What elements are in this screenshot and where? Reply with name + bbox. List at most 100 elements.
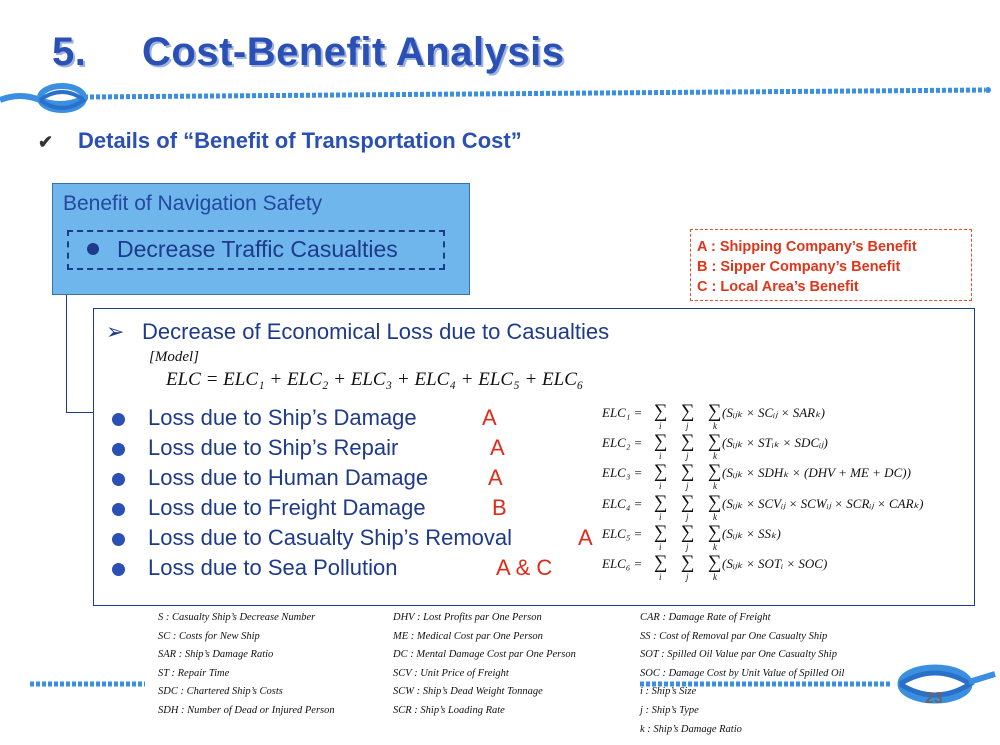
loss-label: Loss due to Ship’s Damage [148,405,417,430]
sum-index: k [713,511,717,522]
glossary-entry: SCR : Ship’s Loading Rate [393,704,505,716]
legend-item-a: A : Shipping Company’s Benefit [697,239,917,255]
sigma-icon: ∑ [681,491,695,513]
glossary-column-2: DHV : Lost Profits par One Person ME : M… [393,612,576,724]
economical-loss-box: ➢ Decrease of Economical Loss due to Casu… [93,308,975,606]
connector-line [66,295,94,413]
sigma-icon: ∑ [708,491,722,513]
equation-rhs: (Sᵢⱼₖ × SCᵢⱼ × SARₖ) [722,405,825,420]
glossary-entry: SDC : Chartered Ship’s Costs [158,686,283,698]
sum-index: j [686,481,689,492]
glossary-entry: SC : Costs for New Ship [158,630,260,642]
glossary-entry: j : Ship’s Type [640,704,699,716]
equation-lhs: ELC₂ = [602,435,643,451]
equation-lhs: ELC₁ = [602,405,643,420]
sum-index: j [686,421,689,431]
sigma-icon: ∑ [708,551,722,573]
sigma-icon: ∑ [708,461,722,483]
glossary-entry: SAR : Ship’s Damage Ratio [158,649,274,661]
equation-lhs: ELC₄ = [602,495,643,511]
equation-lhs: ELC₅ = [602,525,643,541]
bullet-dot-icon [112,443,125,456]
bullet-dot-icon [112,473,125,486]
model-label: [Model] [149,349,199,365]
benefit-legend: A : Shipping Company’s Benefit B : Sippe… [690,229,972,301]
glossary-entry: SS : Cost of Removal par One Casualty Sh… [640,630,828,642]
sum-index: j [686,451,689,462]
checkmark-bullet-icon: ✔ [38,132,54,152]
sigma-icon: ∑ [681,551,695,573]
sigma-icon: ∑ [681,461,695,483]
sum-index: i [659,541,662,552]
decrease-casualties-label: Decrease Traffic Casualties [117,236,398,262]
equation-rhs: (Sᵢⱼₖ × STᵢₖ × SDCᵢⱼ) [722,435,828,451]
bullet-dot-icon [112,503,125,516]
benefit-mark: B [492,495,507,520]
sigma-icon: ∑ [708,401,722,422]
sum-index: i [659,571,662,582]
glossary-entry: CAR : Damage Rate of Freight [640,612,771,623]
benefit-mark: A [488,465,503,490]
glossary-entry: S : Casualty Ship’s Decrease Number [158,612,316,623]
section-subheading: ✔ Details of “Benefit of Transportation C… [38,128,522,154]
navigation-safety-box: Benefit of Navigation Safety Decrease Tr… [52,183,470,295]
bullet-dot-icon [112,563,125,576]
sigma-icon: ∑ [654,491,668,513]
equation-lhs: ELC₃ = [602,465,643,481]
sigma-icon: ∑ [654,401,668,422]
bullet-dot-icon [112,533,125,546]
sigma-icon: ∑ [708,431,722,453]
equation-lhs: ELC₆ = [602,555,643,571]
legend-item-c: C : Local Area’s Benefit [697,279,859,295]
page-number: 23 [925,690,943,707]
equation-rhs: (Sᵢⱼₖ × SCVᵢⱼ × SCWᵢⱼ × SCRᵢⱼ × CARₖ) [722,495,924,511]
sum-index: k [713,481,717,492]
glossary-entry: ST : Repair Time [158,667,230,679]
sigma-icon: ∑ [708,521,722,543]
model-equation: ELC = ELC₁ + ELC₂ + ELC₃ + ELC₄ + ELC₅ +… [166,369,584,390]
loss-label: Loss due to Ship’s Repair [148,435,399,460]
loss-label: Loss due to Casualty Ship’s Removal [148,525,513,550]
decrease-casualties-item: Decrease Traffic Casualties [67,230,445,270]
economical-loss-title-text: Decrease of Economical Loss due to Casua… [142,319,610,344]
sum-index: j [686,511,689,522]
sum-index: k [713,571,717,582]
slide-title-text: Cost-Benefit Analysis [142,30,565,74]
sigma-icon: ∑ [681,521,695,543]
legend-item-b: B : Sipper Company’s Benefit [697,259,901,275]
rope-divider-top [0,83,991,113]
glossary-entry: SOC : Damage Cost by Unit Value of Spill… [640,667,845,679]
glossary-entry: SOT : Spilled Oil Value par One Casualty… [640,649,837,661]
navigation-safety-title: Benefit of Navigation Safety [63,192,323,215]
sum-index: k [713,541,717,552]
equation-rhs: (Sᵢⱼₖ × SSₖ) [722,525,781,541]
glossary-entry: SCV : Unit Price of Freight [393,667,509,679]
glossary-entry: DHV : Lost Profits par One Person [393,612,542,623]
bullet-dot-icon [112,413,125,426]
subheading-text: Details of “Benefit of Transportation Co… [78,128,522,153]
sum-index: j [686,541,689,552]
slide-number: 5. [52,30,87,74]
sigma-icon: ∑ [681,431,695,453]
glossary-entry: i : Ship’s Size [640,686,697,698]
benefit-mark: A [490,435,505,460]
loss-label: Loss due to Human Damage [148,465,429,490]
arrow-bullet-icon: ➢ [106,319,125,344]
sum-index: k [713,421,717,431]
equation-rhs: (Sᵢⱼₖ × SOTᵢ × SOC) [722,555,828,571]
equation-rhs: (Sᵢⱼₖ × SDHₖ × (DHV + ME + DC)) [722,465,911,481]
loss-label: Loss due to Freight Damage [148,495,426,520]
sum-index: i [659,511,662,522]
sum-index: i [659,451,662,462]
sum-index: i [659,481,662,492]
sum-index: i [659,421,662,431]
sigma-icon: ∑ [654,461,668,483]
glossary-entry: k : Ship’s Damage Ratio [640,723,742,735]
glossary-column-3: CAR : Damage Rate of Freight SS : Cost o… [640,612,844,742]
slide-title: 5. Cost-Benefit Analysis [52,30,564,75]
bullet-dot-icon [87,243,99,256]
benefit-mark: A [578,525,593,550]
sigma-icon: ∑ [654,431,668,453]
glossary-entry: SCW : Ship’s Dead Weight Tonnage [393,686,543,698]
sigma-icon: ∑ [681,401,695,422]
